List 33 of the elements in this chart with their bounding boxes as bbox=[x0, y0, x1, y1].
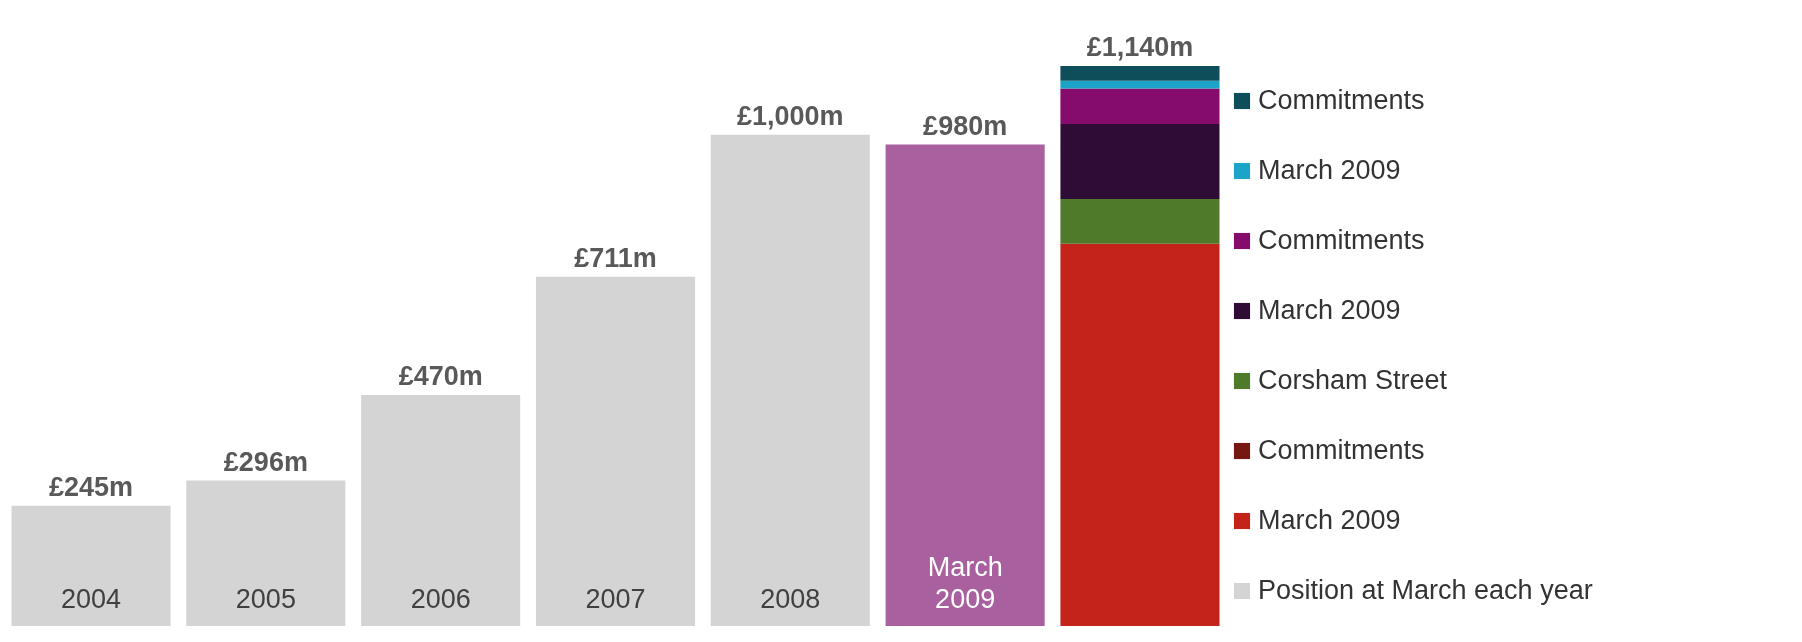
legend-label: March 2009 bbox=[1258, 155, 1401, 185]
bar bbox=[1060, 66, 1220, 81]
legend-label: March 2009 bbox=[1258, 505, 1401, 535]
bar bbox=[1060, 80, 1220, 89]
data-label: £470m bbox=[398, 361, 483, 392]
legend-label: March 2009 bbox=[1258, 295, 1401, 325]
legend-label: Commitments bbox=[1258, 225, 1425, 255]
x-tick-label: 2004 bbox=[61, 584, 122, 614]
data-label: £980m bbox=[923, 110, 1008, 141]
x-tick-label: March 2009 bbox=[927, 552, 1003, 614]
bar bbox=[885, 144, 1045, 626]
legend-label: Commitments bbox=[1258, 85, 1425, 115]
data-label: £711m bbox=[574, 242, 657, 273]
x-tick-label: 2007 bbox=[585, 584, 646, 614]
bar bbox=[361, 395, 521, 626]
data-label: £245m bbox=[49, 471, 134, 502]
total-label: £1,140m bbox=[1086, 32, 1194, 62]
legend-label: Commitments bbox=[1258, 435, 1425, 465]
bar bbox=[186, 480, 346, 626]
bar bbox=[1060, 243, 1220, 626]
data-label: £296m bbox=[223, 446, 308, 477]
x-tick-label: 2005 bbox=[235, 584, 296, 614]
bar bbox=[1060, 199, 1220, 244]
data-label: £1,000m bbox=[737, 100, 844, 131]
bar bbox=[1060, 123, 1220, 200]
x-tick-label: 2008 bbox=[760, 584, 821, 614]
x-tick-label: 2006 bbox=[410, 584, 471, 614]
bar bbox=[535, 276, 696, 626]
bar bbox=[710, 134, 870, 626]
bar bbox=[11, 505, 171, 626]
legend-label: Position at March each year bbox=[1258, 575, 1593, 605]
bar bbox=[1060, 88, 1220, 124]
legend-label: Corsham Street bbox=[1258, 365, 1448, 395]
